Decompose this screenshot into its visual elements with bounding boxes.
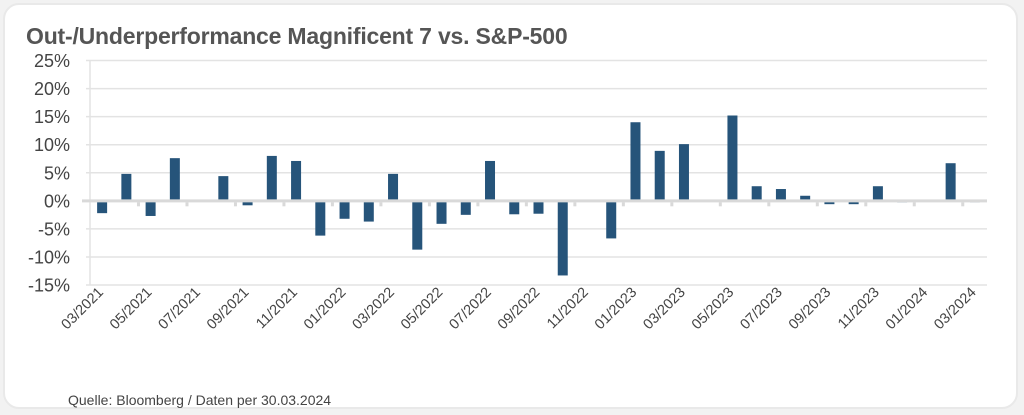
x-axis-tick	[233, 202, 237, 207]
y-tick-label: 20%	[34, 79, 70, 99]
x-axis-tick	[961, 202, 965, 207]
bar-10-2022	[557, 200, 568, 276]
bar-04-2022	[412, 200, 423, 250]
bar-06-2021	[169, 158, 180, 201]
x-axis-tick	[330, 202, 334, 207]
bar-03-2023	[678, 144, 689, 201]
x-tick-label: 09/2023	[786, 285, 834, 333]
x-axis-tick	[912, 202, 916, 207]
y-tick-label: 5%	[44, 163, 70, 183]
y-tick-label: -5%	[38, 219, 70, 239]
x-tick-label: 01/2023	[592, 285, 640, 333]
bar-02-2024	[945, 163, 956, 201]
bar-09-2021	[242, 200, 253, 206]
x-tick-label: 07/2023	[737, 285, 785, 333]
x-axis	[82, 199, 987, 207]
bar-07-2022	[485, 160, 496, 201]
bar-01-2022	[339, 200, 350, 219]
chart-title: Out-/Underperformance Magnificent 7 vs. …	[26, 23, 568, 49]
bar-09-2022	[533, 200, 544, 214]
bar-10-2023	[848, 200, 859, 205]
x-tick-label: 05/2023	[689, 285, 737, 333]
x-axis-tick	[524, 202, 528, 207]
y-tick-label: 0%	[44, 191, 70, 211]
bar-12-2021	[315, 200, 326, 236]
x-axis-tick	[718, 202, 722, 207]
x-axis-tick	[767, 202, 771, 207]
bar-06-2022	[460, 200, 471, 215]
x-axis-tick	[815, 202, 819, 207]
x-axis-tick	[573, 202, 577, 207]
bar-08-2022	[509, 200, 520, 215]
bar-06-2023	[751, 186, 762, 201]
x-axis-tick	[864, 202, 868, 207]
bar-11-2021	[291, 160, 302, 201]
x-tick-label: 01/2022	[301, 285, 349, 333]
bar-03-2021	[97, 200, 108, 214]
x-axis-tick	[427, 202, 431, 207]
bar-03-2022	[388, 173, 399, 201]
x-axis-tick	[185, 202, 189, 207]
x-tick-label: 03/2024	[931, 285, 979, 333]
x-axis-tick	[621, 202, 625, 207]
x-axis-tick	[136, 202, 140, 207]
x-axis-tick	[670, 202, 674, 207]
y-axis-tick-labels: 25% 20% 15% 10% 5% 0% -5% -10% -15%	[28, 51, 70, 296]
x-tick-label: 05/2021	[107, 285, 155, 333]
x-tick-label: 07/2021	[156, 285, 204, 333]
x-tick-label: 11/2022	[544, 285, 592, 333]
gridlines	[86, 59, 987, 286]
x-axis-tick	[282, 202, 286, 207]
bar-01-2023	[630, 122, 641, 201]
y-tick-label: -15%	[28, 276, 70, 296]
x-tick-label: 01/2024	[883, 285, 931, 333]
bar-08-2023	[800, 195, 811, 201]
y-tick-label: -10%	[28, 247, 70, 267]
x-tick-label: 03/2022	[349, 285, 397, 333]
x-axis-tick	[476, 202, 480, 207]
x-tick-label: 09/2022	[495, 285, 543, 333]
bar-10-2021	[266, 155, 277, 201]
x-axis-tick	[379, 202, 383, 207]
bar-12-2022	[606, 200, 617, 239]
y-tick-label: 15%	[34, 107, 70, 127]
bar-11-2023	[872, 186, 883, 201]
x-tick-label: 07/2022	[446, 285, 494, 333]
bar-04-2021	[121, 173, 132, 201]
x-tick-label: 11/2021	[253, 285, 301, 333]
y-tick-label: 10%	[34, 135, 70, 155]
x-tick-label: 11/2023	[835, 285, 883, 333]
bar-02-2022	[363, 200, 374, 222]
bar-09-2023	[824, 200, 835, 205]
bar-08-2021	[218, 176, 229, 201]
x-tick-label: 03/2023	[640, 285, 688, 333]
bars	[97, 115, 980, 276]
x-axis-tick-labels: 03/2021 05/2021 07/2021 09/2021 11/2021 01/20…	[59, 285, 980, 333]
x-tick-label: 09/2021	[204, 285, 252, 333]
bar-05-2021	[145, 200, 156, 216]
x-tick-label: 05/2022	[398, 285, 446, 333]
bar-05-2022	[436, 200, 447, 224]
bar-02-2023	[654, 150, 665, 201]
bar-07-2023	[775, 189, 786, 201]
bar-05-2023	[727, 115, 738, 201]
source-note: Quelle: Bloomberg / Daten per 30.03.2024	[68, 392, 332, 408]
y-tick-label: 25%	[34, 51, 70, 71]
